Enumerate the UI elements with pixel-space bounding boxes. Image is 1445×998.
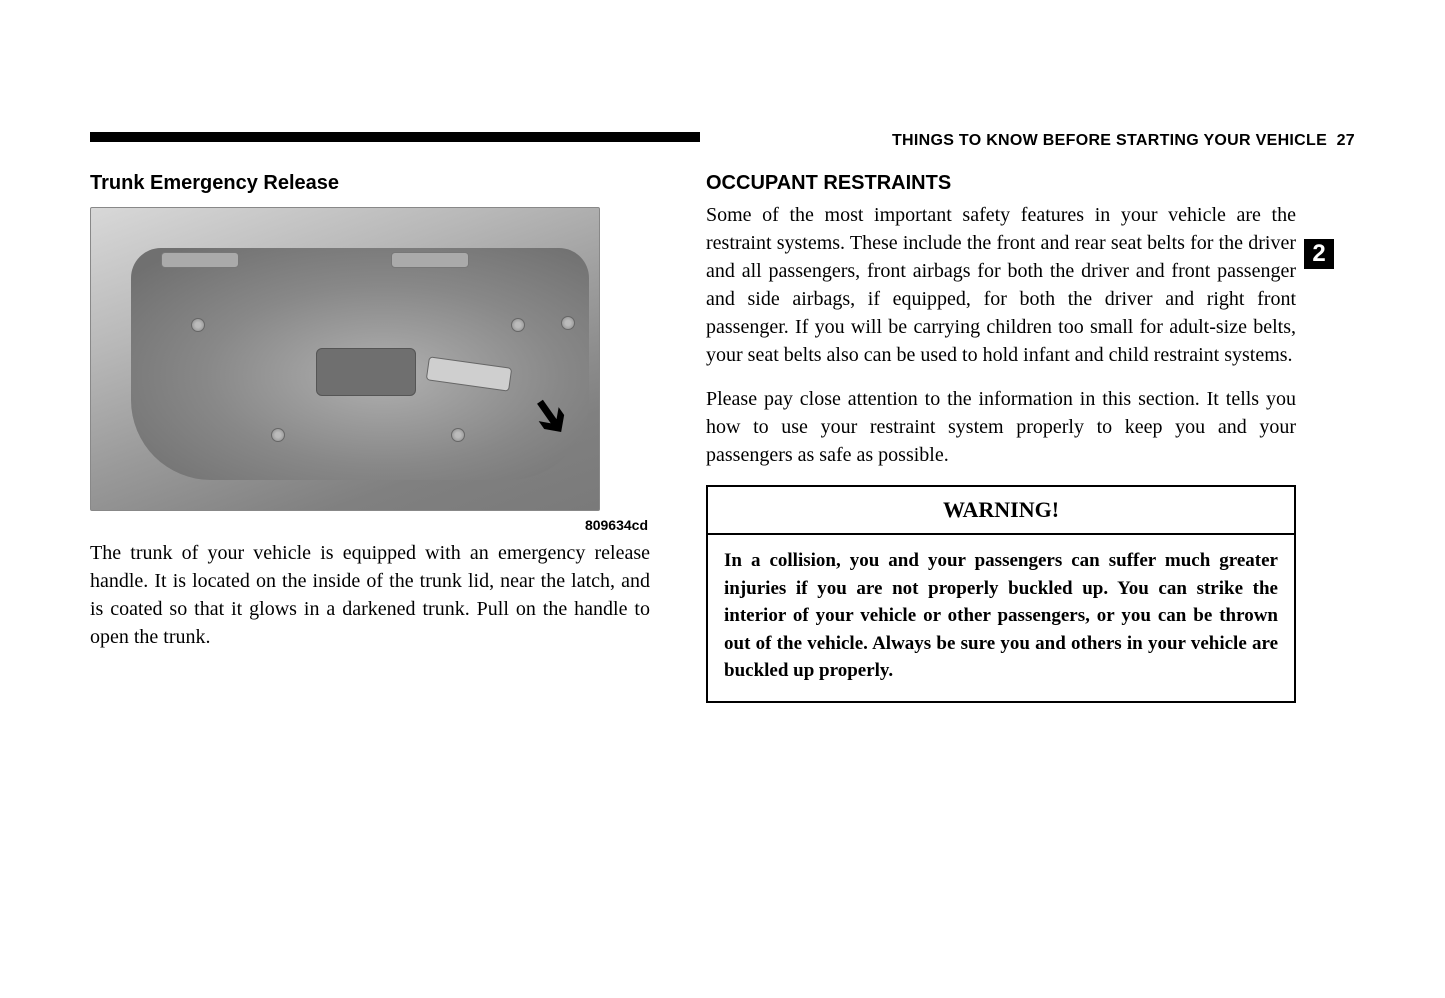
warning-body: In a collision, you and your passengers … [708,535,1294,701]
header-rule-marker [661,133,669,141]
section-title-text: THINGS TO KNOW BEFORE STARTING YOUR VEHI… [892,132,1327,149]
page-number: 27 [1337,132,1355,149]
subsection-title: Trunk Emergency Release [90,172,650,195]
trunk-release-illustration: ➔ [90,207,600,511]
occupant-restraints-p1: Some of the most important safety featur… [706,201,1296,369]
figure-label: 809634cd [90,517,650,533]
header-rule [90,132,700,142]
right-column: 2 OCCUPANT RESTRAINTS Some of the most i… [706,172,1296,703]
warning-title: WARNING! [708,487,1294,535]
left-column: Trunk Emergency Release ➔ 809634cd The t… [90,172,650,703]
occupant-restraints-p2: Please pay close attention to the inform… [706,385,1296,469]
chapter-tab: 2 [1304,239,1334,269]
trunk-release-paragraph: The trunk of your vehicle is equipped wi… [90,539,650,651]
page-content: Trunk Emergency Release ➔ 809634cd The t… [90,172,1355,703]
warning-box: WARNING! In a collision, you and your pa… [706,485,1296,703]
running-header: THINGS TO KNOW BEFORE STARTING YOUR VEHI… [892,132,1355,150]
section-title: OCCUPANT RESTRAINTS [706,172,1296,195]
